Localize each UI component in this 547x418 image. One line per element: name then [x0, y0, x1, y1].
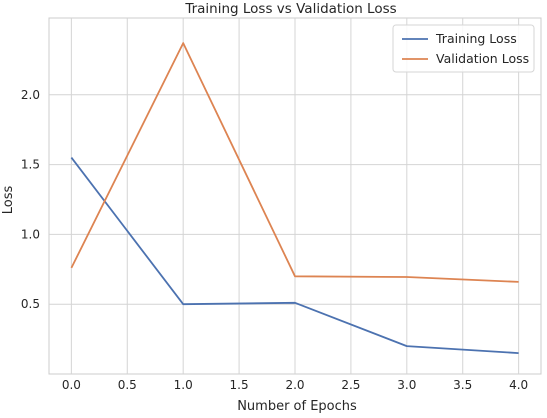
x-tick-label: 2.5	[341, 378, 360, 392]
series-lines	[70, 42, 519, 354]
legend-label: Training Loss	[435, 31, 517, 46]
series-line-training-loss	[70, 157, 519, 354]
x-tick-label: 0.5	[118, 378, 137, 392]
grid-lines	[48, 17, 542, 375]
x-tick-label: 3.0	[397, 378, 416, 392]
x-axis-label: Number of Epochs	[237, 399, 357, 414]
x-tick-label: 1.0	[174, 378, 193, 392]
legend-label: Validation Loss	[436, 51, 529, 66]
series-line-validation-loss	[70, 42, 519, 283]
y-axis-label: Loss	[1, 186, 16, 215]
y-tick-label: 1.0	[21, 227, 40, 241]
legend: Training Loss Validation Loss	[392, 24, 535, 73]
x-tick-label: 0.0	[62, 378, 81, 392]
x-tick-label: 1.5	[230, 378, 249, 392]
x-tick-label: 3.5	[453, 378, 472, 392]
y-tick-label: 0.5	[21, 297, 40, 311]
y-tick-labels: 0.5 1.0 1.5 2.0	[21, 88, 40, 311]
chart-title: Training Loss vs Validation Loss	[184, 1, 396, 17]
x-tick-label: 4.0	[509, 378, 528, 392]
x-tick-labels: 0.0 0.5 1.0 1.5 2.0 2.5 3.0 3.5 4.0	[62, 378, 528, 392]
legend-box	[392, 24, 535, 73]
y-tick-label: 1.5	[21, 158, 40, 172]
y-tick-label: 2.0	[21, 88, 40, 102]
x-tick-label: 2.0	[285, 378, 304, 392]
